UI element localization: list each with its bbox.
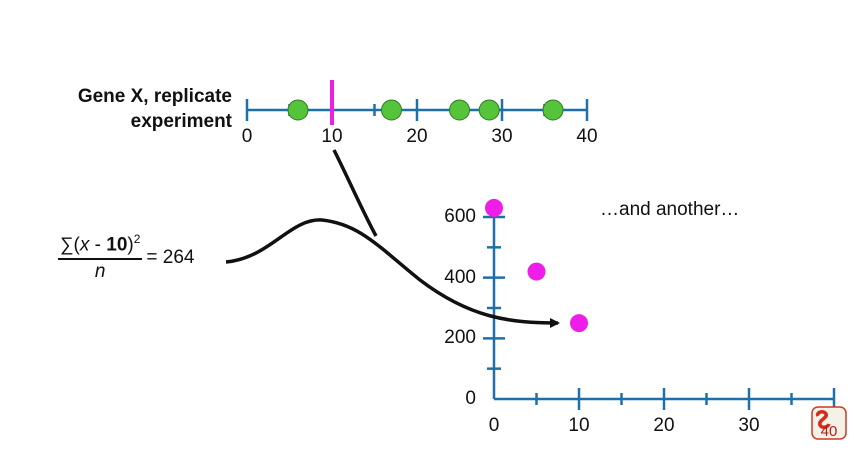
scatter-axes	[483, 205, 836, 410]
variable-x: x	[79, 234, 90, 256]
x-axis-tick-label: 30	[738, 415, 760, 436]
gene-label-line2: experiment	[130, 111, 232, 132]
paren-open: (	[73, 234, 80, 256]
annotation-text: …and another…	[600, 199, 740, 220]
x-axis-tick-label: 0	[488, 415, 500, 436]
number-line	[245, 80, 589, 125]
number-line-tick-label: 40	[576, 126, 598, 147]
number-line-tick-label: 0	[241, 126, 253, 147]
curve-arrow-from-reference	[332, 149, 378, 237]
y-axis-tick-label: 0	[465, 388, 476, 409]
replicate-point	[478, 99, 500, 121]
number-line-tick-label: 20	[406, 126, 428, 147]
y-axis-tick-label: 200	[444, 327, 476, 349]
sum-symbol: ∑	[60, 234, 74, 256]
paren-close: )	[127, 234, 134, 256]
minus-sign: -	[89, 234, 107, 256]
x-axis-tick-label: 10	[568, 415, 590, 436]
statquest-logo-icon: 40	[811, 406, 847, 440]
scatter-point	[570, 314, 588, 333]
formula-result: = 264	[146, 246, 195, 268]
scatter-point	[485, 198, 503, 217]
gene-label: Gene X, replicate experiment	[20, 84, 232, 134]
replicate-point	[542, 99, 564, 121]
constant-value: 10	[106, 234, 128, 256]
variance-formula: ∑(x - 10)2 n = 264	[58, 232, 195, 283]
replicate-point	[449, 99, 470, 121]
y-axis-tick-label: 600	[444, 206, 476, 227]
replicate-point	[287, 99, 309, 121]
x-axis-tick-label: 20	[653, 415, 675, 436]
formula-denominator: n	[94, 261, 106, 283]
curve-arrow-from-formula	[225, 218, 560, 328]
gene-label-line1: Gene X, replicate	[77, 86, 232, 107]
formula-numerator: ∑(x - 10)2	[58, 232, 143, 261]
scatter-point	[527, 262, 546, 281]
exponent: 2	[133, 232, 141, 246]
formula-fraction: ∑(x - 10)2 n	[58, 232, 143, 283]
number-line-tick-label: 10	[321, 126, 343, 147]
logo-text: 40	[821, 423, 838, 440]
number-line-tick-label: 30	[491, 126, 513, 147]
scatter-points	[485, 198, 588, 333]
y-axis-tick-label: 400	[444, 266, 476, 288]
replicate-point	[381, 99, 402, 121]
